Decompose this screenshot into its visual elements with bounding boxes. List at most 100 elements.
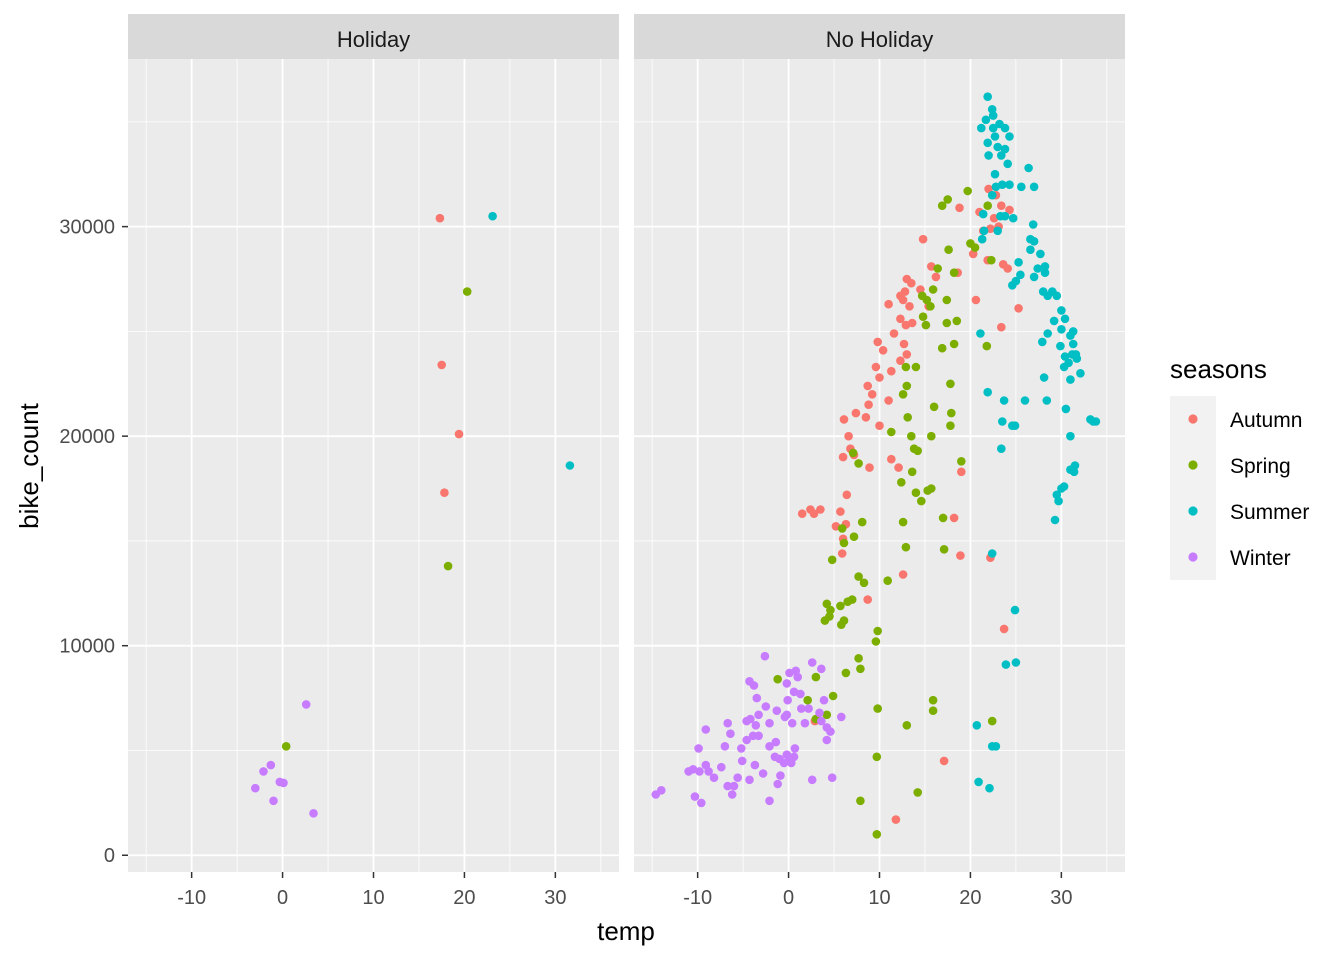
data-point-autumn — [863, 381, 872, 391]
data-point-autumn — [842, 490, 852, 500]
data-point-winter — [783, 695, 792, 705]
data-point-winter — [791, 666, 801, 676]
data-point-summer — [1010, 421, 1020, 431]
data-point-winter — [752, 693, 762, 703]
data-point-summer — [974, 777, 983, 787]
data-point-summer — [983, 92, 992, 101]
data-point-spring — [901, 542, 911, 552]
data-point-autumn — [797, 509, 807, 518]
data-point-winter — [701, 725, 711, 734]
data-point-spring — [942, 295, 952, 305]
legend-label-spring: Spring — [1230, 455, 1291, 478]
data-point-winter — [815, 708, 824, 718]
data-point-spring — [918, 312, 928, 322]
points-holiday — [251, 211, 575, 818]
data-point-autumn — [898, 295, 908, 305]
data-point-summer — [1043, 291, 1052, 301]
data-point-summer — [1008, 213, 1018, 223]
data-point-autumn — [984, 184, 993, 194]
data-point-autumn — [871, 362, 881, 372]
data-point-summer — [991, 742, 1001, 751]
data-point-autumn — [997, 322, 1006, 332]
data-point-spring — [898, 390, 908, 399]
data-point-spring — [933, 264, 942, 273]
data-point-summer — [1076, 369, 1085, 378]
data-point-spring — [854, 654, 863, 663]
data-point-winter — [807, 775, 817, 785]
data-point-summer — [979, 226, 989, 236]
data-point-autumn — [864, 400, 873, 410]
data-point-summer — [565, 461, 575, 470]
data-point-summer — [988, 111, 998, 120]
data-point-summer — [1040, 268, 1050, 278]
data-point-winter — [690, 792, 700, 801]
panel-strip-label-no-holiday: No Holiday — [826, 27, 934, 52]
data-point-summer — [981, 115, 991, 125]
data-point-spring — [987, 716, 997, 726]
data-point-autumn — [809, 509, 819, 518]
x-ticks-holiday: -10 0 10 20 30 — [177, 872, 566, 909]
data-point-summer — [1052, 291, 1062, 301]
x-tick-label: 0 — [783, 887, 794, 909]
data-point-winter — [751, 721, 761, 730]
data-point-summer — [1028, 220, 1038, 229]
data-point-winter — [787, 718, 797, 728]
data-point-winter — [787, 758, 796, 768]
data-point-summer — [1000, 144, 1010, 154]
data-point-spring — [872, 752, 882, 762]
data-point-spring — [970, 243, 980, 252]
data-point-spring — [811, 672, 821, 682]
data-point-summer — [987, 190, 997, 200]
panel-strip-label-holiday: Holiday — [337, 27, 410, 52]
data-point-autumn — [907, 318, 917, 328]
x-tick-label: 0 — [277, 887, 288, 909]
data-point-spring — [828, 691, 838, 701]
data-point-spring — [883, 576, 892, 585]
data-point-autumn — [851, 408, 861, 418]
data-point-autumn — [887, 454, 896, 464]
data-point-spring — [927, 431, 936, 441]
data-point-spring — [911, 362, 921, 372]
data-point-summer — [988, 123, 998, 133]
data-point-spring — [937, 343, 947, 353]
x-tick-label: -10 — [683, 887, 712, 909]
data-point-spring — [938, 513, 948, 523]
data-point-summer — [984, 151, 993, 160]
data-point-summer — [1069, 467, 1079, 477]
data-point-autumn — [1014, 304, 1023, 313]
data-point-winter — [773, 779, 782, 789]
data-point-autumn — [1003, 264, 1012, 273]
data-point-winter — [745, 775, 754, 785]
data-point-summer — [1000, 211, 1010, 221]
data-point-summer — [1039, 373, 1049, 382]
data-point-autumn — [875, 373, 884, 382]
data-point-summer — [1057, 325, 1066, 334]
data-point-summer — [990, 132, 1000, 141]
y-axis-title: bike_count — [14, 402, 44, 529]
data-point-summer — [1016, 270, 1025, 280]
data-point-autumn — [440, 488, 449, 498]
panel-holiday: Holiday -10 0 10 20 30 — [128, 14, 619, 909]
data-point-summer — [998, 180, 1007, 189]
data-point-spring — [952, 316, 962, 326]
legend-key-winter — [1188, 552, 1198, 562]
data-point-spring — [857, 517, 867, 527]
data-point-spring — [946, 379, 955, 389]
data-point-winter — [822, 735, 832, 745]
panel-strip-no-holiday — [634, 14, 1125, 59]
data-point-spring — [922, 295, 932, 305]
data-point-winter — [749, 681, 759, 690]
data-point-spring — [856, 664, 865, 674]
data-point-summer — [998, 417, 1007, 426]
data-point-winter — [704, 767, 713, 776]
data-point-summer — [977, 123, 986, 133]
data-point-summer — [1020, 396, 1030, 405]
data-point-winter — [717, 762, 726, 772]
data-point-winter — [733, 773, 742, 782]
data-point-summer — [997, 151, 1006, 160]
data-point-spring — [987, 255, 996, 265]
data-point-summer — [1091, 417, 1101, 426]
data-point-summer — [978, 209, 988, 219]
data-point-autumn — [957, 467, 966, 477]
data-point-autumn — [844, 431, 853, 441]
